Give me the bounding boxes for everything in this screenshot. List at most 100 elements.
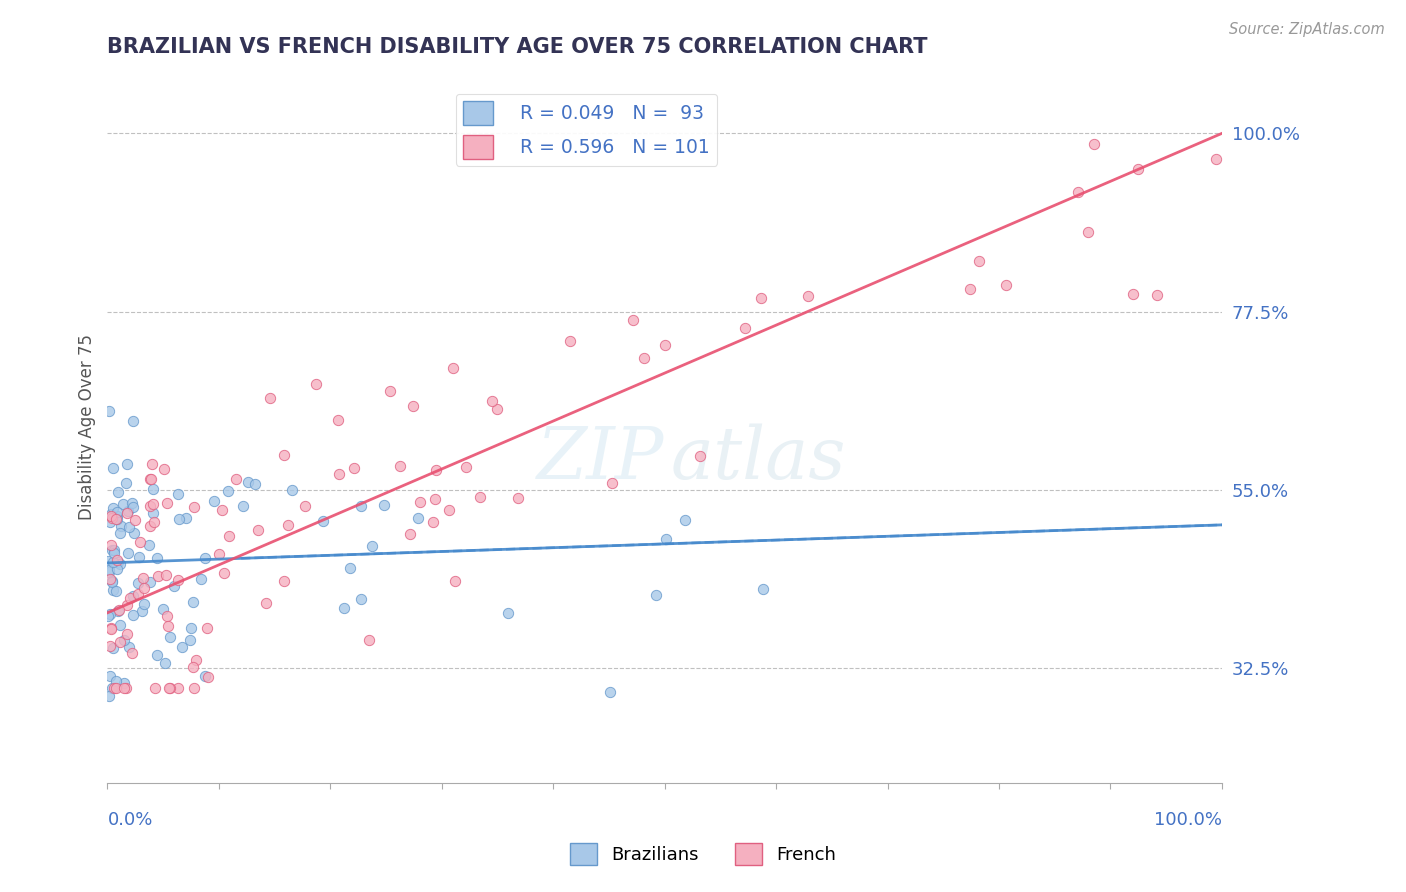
- Y-axis label: Disability Age Over 75: Disability Age Over 75: [79, 334, 96, 520]
- Point: [273, 448, 295, 462]
- Point: [167, 487, 190, 501]
- Point: [101, 511, 124, 525]
- Point: [236, 475, 259, 490]
- Text: ZIP: ZIP: [537, 424, 665, 494]
- Point: [101, 555, 124, 569]
- Text: Source: ZipAtlas.com: Source: ZipAtlas.com: [1229, 22, 1385, 37]
- Point: [122, 500, 145, 515]
- Point: [98, 572, 121, 586]
- Point: [359, 633, 381, 648]
- Point: [734, 321, 756, 335]
- Point: [995, 277, 1018, 292]
- Point: [156, 609, 179, 624]
- Point: [398, 526, 420, 541]
- Point: [100, 621, 122, 635]
- Point: [689, 449, 711, 463]
- Point: [156, 496, 179, 510]
- Point: [101, 640, 124, 655]
- Point: [134, 582, 156, 596]
- Point: [328, 467, 350, 481]
- Point: [100, 538, 122, 552]
- Point: [124, 513, 146, 527]
- Point: [749, 292, 772, 306]
- Point: [121, 646, 143, 660]
- Point: [326, 413, 349, 427]
- Point: [143, 681, 166, 695]
- Point: [108, 634, 131, 648]
- Point: [194, 551, 217, 566]
- Point: [333, 600, 356, 615]
- Point: [179, 632, 201, 647]
- Point: [127, 586, 149, 600]
- Point: [105, 512, 128, 526]
- Point: [146, 551, 169, 566]
- Point: [98, 669, 121, 683]
- Point: [112, 498, 135, 512]
- Point: [103, 501, 125, 516]
- Point: [232, 499, 254, 513]
- Point: [277, 517, 299, 532]
- Point: [673, 513, 696, 527]
- Point: [108, 602, 131, 616]
- Point: [101, 461, 124, 475]
- Point: [1146, 288, 1168, 302]
- Point: [132, 598, 155, 612]
- Point: [194, 668, 217, 682]
- Point: [406, 511, 429, 525]
- Point: [138, 538, 160, 552]
- Point: [98, 639, 121, 653]
- Point: [110, 525, 132, 540]
- Point: [105, 562, 128, 576]
- Point: [97, 609, 120, 624]
- Point: [114, 681, 136, 695]
- Point: [645, 588, 668, 602]
- Point: [1067, 185, 1090, 199]
- Point: [305, 376, 328, 391]
- Point: [1076, 226, 1098, 240]
- Point: [115, 598, 138, 612]
- Point: [425, 463, 447, 477]
- Point: [132, 571, 155, 585]
- Point: [506, 491, 529, 505]
- Point: [169, 512, 191, 526]
- Point: [339, 561, 361, 575]
- Point: [172, 640, 194, 654]
- Point: [600, 475, 623, 490]
- Point: [100, 508, 122, 523]
- Point: [98, 515, 121, 529]
- Point: [247, 523, 270, 537]
- Point: [281, 483, 304, 497]
- Point: [97, 689, 120, 703]
- Point: [402, 399, 425, 413]
- Point: [115, 626, 138, 640]
- Point: [654, 338, 676, 352]
- Point: [183, 681, 205, 695]
- Point: [121, 608, 143, 623]
- Point: [141, 457, 163, 471]
- Point: [218, 529, 240, 543]
- Point: [139, 574, 162, 589]
- Point: [122, 525, 145, 540]
- Point: [470, 491, 492, 505]
- Point: [107, 604, 129, 618]
- Point: [117, 504, 139, 518]
- Point: [361, 539, 384, 553]
- Point: [118, 640, 141, 654]
- Point: [437, 503, 460, 517]
- Point: [1205, 153, 1227, 167]
- Point: [100, 681, 122, 695]
- Point: [163, 579, 186, 593]
- Point: [100, 622, 122, 636]
- Legend: Brazilians, French: Brazilians, French: [562, 836, 844, 872]
- Point: [373, 498, 395, 512]
- Point: [967, 254, 990, 268]
- Point: [343, 461, 366, 475]
- Point: [103, 681, 125, 695]
- Point: [142, 506, 165, 520]
- Point: [138, 519, 160, 533]
- Point: [1083, 136, 1105, 151]
- Point: [146, 568, 169, 582]
- Point: [294, 499, 316, 513]
- Point: [110, 519, 132, 533]
- Point: [105, 681, 128, 695]
